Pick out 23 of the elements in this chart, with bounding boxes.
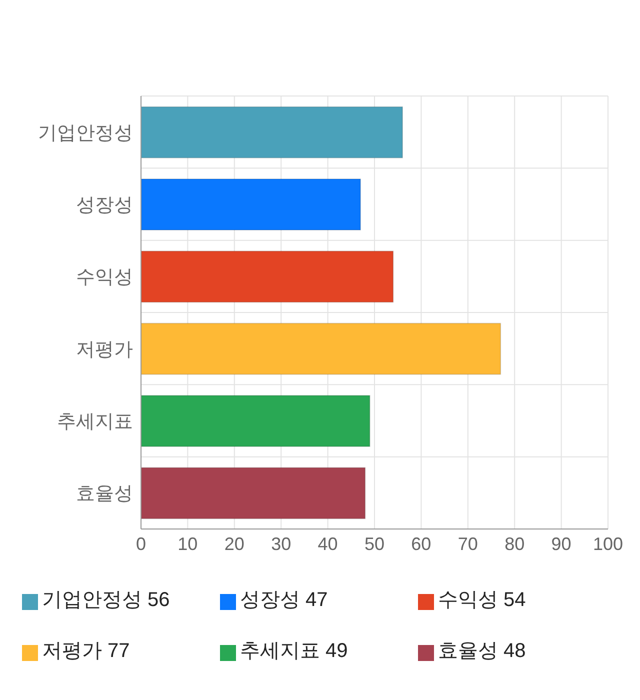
y-tick-label: 수익성 bbox=[76, 267, 133, 288]
legend-label: 추세지표 49 bbox=[240, 640, 348, 662]
legend-label: 기업안정성 56 bbox=[42, 589, 170, 611]
y-tick-label: 저평가 bbox=[76, 339, 133, 360]
x-tick-label: 30 bbox=[271, 534, 292, 554]
x-tick-label: 60 bbox=[411, 534, 432, 554]
x-tick-label: 20 bbox=[224, 534, 244, 554]
x-tick-label: 70 bbox=[458, 534, 478, 554]
x-tick-label: 90 bbox=[551, 534, 572, 554]
y-tick-label: 기업안정성 bbox=[38, 122, 133, 144]
x-tick-label: 50 bbox=[364, 534, 385, 554]
x-tick-label: 10 bbox=[178, 534, 198, 554]
x-tick-label: 40 bbox=[318, 534, 338, 554]
y-tick-label: 추세지표 bbox=[57, 411, 133, 432]
x-tick-label: 80 bbox=[504, 534, 525, 554]
y-tick-label: 효율성 bbox=[76, 484, 133, 505]
legend-label: 저평가 77 bbox=[42, 640, 130, 662]
legend-label: 효율성 48 bbox=[438, 640, 526, 662]
legend-label: 수익성 54 bbox=[438, 589, 526, 611]
y-tick-label: 성장성 bbox=[76, 194, 133, 216]
x-tick-label: 0 bbox=[136, 534, 146, 554]
legend-label: 성장성 47 bbox=[240, 589, 328, 611]
x-tick-label: 100 bbox=[592, 534, 624, 554]
